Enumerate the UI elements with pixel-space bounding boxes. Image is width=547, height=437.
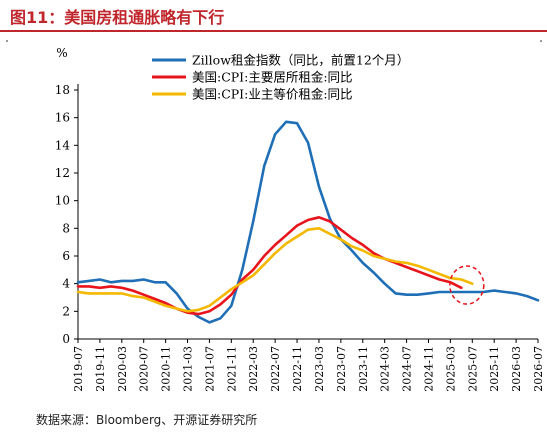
legend-label-1: Zillow租金指数（同比，前置12个月） xyxy=(192,53,409,68)
x-tick-label: 2023-07 xyxy=(335,346,348,392)
x-tick-label: 2025-07 xyxy=(466,346,479,392)
x-tick-label: 2025-11 xyxy=(488,346,501,392)
x-tick-label: 2021-07 xyxy=(203,346,216,392)
y-tick-label: 4 xyxy=(62,277,70,291)
legend-label-2: 美国:CPI:主要居所租金:同比 xyxy=(192,70,353,85)
axes: % 0 2 4 6 8 10 12 14 16 18 2019-07 2019-11 2020-03 202… xyxy=(55,46,545,392)
x-tick-label: 2021-03 xyxy=(182,346,195,392)
y-tick-label: 8 xyxy=(62,221,70,235)
legend-label-3: 美国:CPI:业主等价租金:同比 xyxy=(192,87,353,102)
series-layer xyxy=(76,120,540,324)
y-tick-label: 2 xyxy=(62,304,70,318)
x-tick-label: 2026-03 xyxy=(510,346,523,392)
x-tick-label: 2023-11 xyxy=(357,346,370,392)
y-tick-label: 10 xyxy=(55,194,70,208)
y-tick-label: 14 xyxy=(55,138,71,152)
x-tick-label: 2025-03 xyxy=(444,346,457,392)
margin-dot-left xyxy=(6,40,8,42)
y-tick-label: 6 xyxy=(62,249,70,263)
x-tick-label: 2020-03 xyxy=(116,346,129,392)
y-tick-label: 0 xyxy=(62,332,70,346)
x-tick-label: 2022-11 xyxy=(291,346,304,392)
x-tick-label: 2019-07 xyxy=(72,346,85,392)
x-tick-label: 2024-07 xyxy=(401,346,414,392)
figure-title: 图11：美国房租通胀略有下行 xyxy=(10,8,225,27)
highlight-circle xyxy=(449,265,485,305)
margin-dot-right xyxy=(540,40,542,42)
series-line-3 xyxy=(76,227,474,313)
x-tick-label: 2026-07 xyxy=(532,346,545,392)
x-tick-label: 2022-07 xyxy=(269,346,282,392)
x-tick-label: 2022-03 xyxy=(247,346,260,392)
title-rule xyxy=(0,30,547,32)
source-note: 数据来源：Bloomberg、开源证券研究所 xyxy=(36,413,258,427)
series-line-1 xyxy=(76,120,540,324)
y-tick-label: 16 xyxy=(55,111,70,125)
x-tick-label: 2019-11 xyxy=(94,346,107,392)
annotation-layer xyxy=(449,265,485,305)
x-tick-label: 2020-07 xyxy=(138,346,151,392)
x-tick-label: 2023-03 xyxy=(313,346,326,392)
y-tick-label: 12 xyxy=(55,166,70,180)
series-line-2 xyxy=(76,216,463,316)
y-unit-label: % xyxy=(56,46,67,60)
x-tick-label: 2024-03 xyxy=(379,346,392,392)
x-tick-label: 2024-11 xyxy=(422,346,435,392)
x-tick-label: 2020-11 xyxy=(160,346,173,392)
y-tick-label: 18 xyxy=(55,83,70,97)
legend: Zillow租金指数（同比，前置12个月） 美国:CPI:主要居所租金:同比美国:… xyxy=(152,53,409,102)
x-tick-label: 2021-11 xyxy=(225,346,238,392)
